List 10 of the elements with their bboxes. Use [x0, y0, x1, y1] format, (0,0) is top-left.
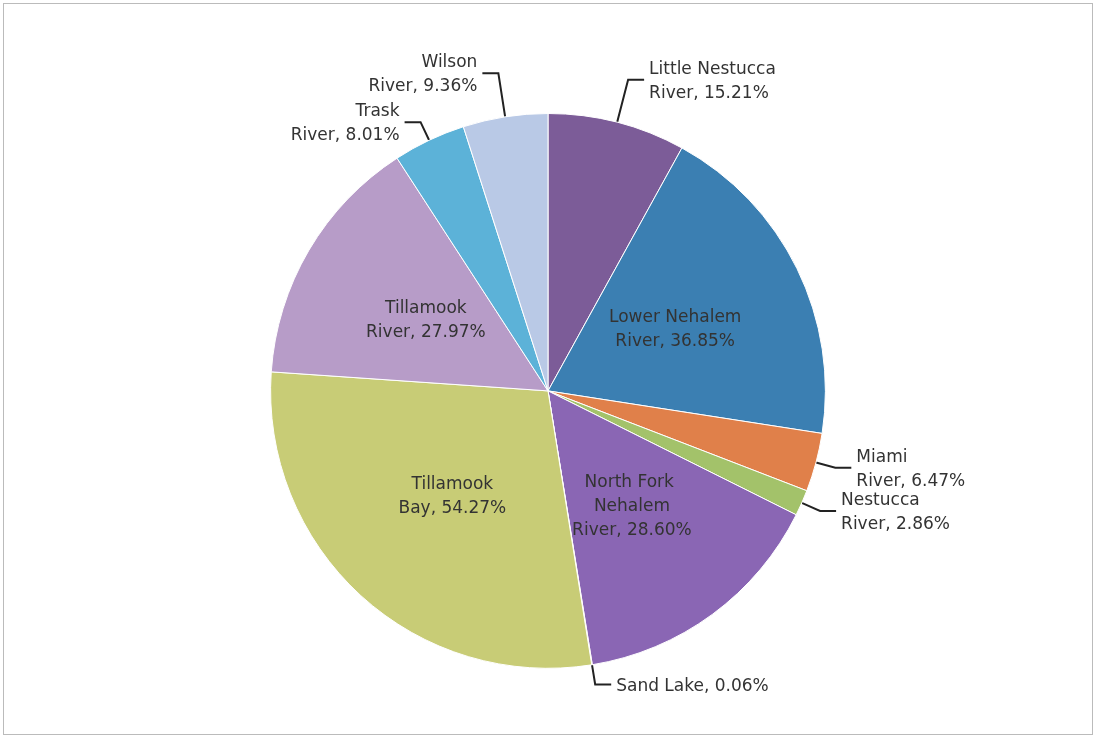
slice-label: North Fork Nehalem River, 28.60%	[572, 471, 692, 540]
slice-label: Nestucca River, 2.86%	[841, 488, 950, 533]
slice-label: Sand Lake, 0.06%	[616, 674, 769, 695]
slice-label: Trask River, 8.01%	[290, 100, 400, 145]
slice-label: Tillamook River, 27.97%	[366, 297, 486, 342]
slice-label: Tillamook Bay, 54.27%	[398, 473, 507, 518]
slice-label: Lower Nehalem River, 36.85%	[608, 306, 742, 351]
slice-label: Little Nestucca River, 15.21%	[649, 57, 776, 102]
slice-label: Miami River, 6.47%	[856, 445, 966, 490]
slice-label: Wilson River, 9.36%	[368, 51, 478, 96]
